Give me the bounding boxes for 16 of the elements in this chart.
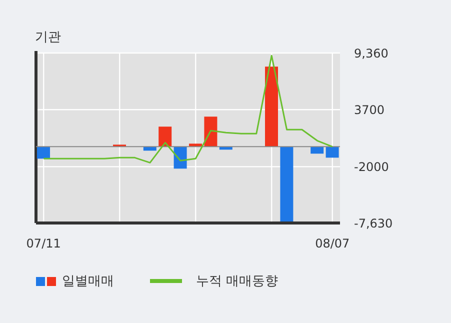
chart-title: 기관 [35, 29, 61, 46]
bar [310, 146, 324, 154]
y-tick-label: -2000 [354, 160, 389, 174]
bar [265, 66, 278, 147]
y-tick-label: -7,630 [354, 216, 393, 230]
line-series [42, 54, 334, 164]
y-tick-label: 9,360 [354, 46, 388, 60]
bar [158, 126, 172, 147]
legend-label: 일별매매 [61, 273, 114, 290]
legend-label: 누적 매매동향 [195, 273, 278, 290]
bar [326, 146, 339, 158]
bar [37, 146, 50, 159]
x-tick-label: 08/07 [315, 236, 350, 251]
y-tick-label: 3700 [354, 102, 385, 117]
bar [280, 146, 294, 223]
x-tick-label: 07/11 [26, 236, 61, 251]
